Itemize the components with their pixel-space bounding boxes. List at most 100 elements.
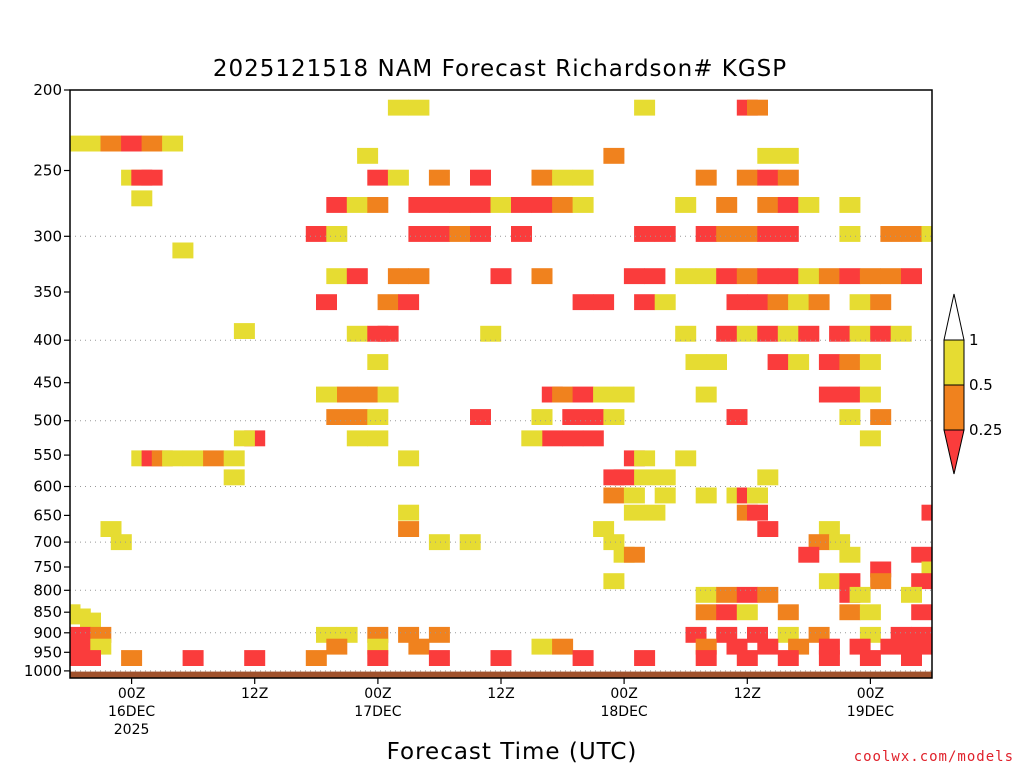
heatmap-cell [911,604,932,621]
heatmap-cell [870,409,892,425]
surface-band [70,671,932,678]
heatmap-cell [839,226,861,242]
legend-label: 0.25 [969,421,1002,439]
heatmap-cell [839,409,861,425]
heatmap-cell [305,650,327,666]
heatmap-cell [757,521,779,537]
heatmap-cell [346,430,368,447]
heatmap-cell [716,604,738,621]
credit-text: coolwx.com/models [854,749,1014,765]
heatmap-cell [398,521,420,537]
heatmap-cell [141,135,163,152]
heatmap-cell [593,294,615,311]
heatmap-cell [480,325,502,342]
heatmap-cell [911,546,932,563]
heatmap-cell [470,169,491,186]
x-tick-label: 16DEC [108,704,155,720]
heatmap-cell [634,294,656,311]
heatmap-cell [582,409,604,425]
heatmap-cell [695,169,717,186]
heatmap-cell [839,197,861,213]
heatmap-cell [490,268,512,285]
plot-frame [69,89,933,679]
surface-layer [70,671,932,678]
heatmap-cell [695,650,717,666]
y-tick-label: 850 [33,603,62,621]
y-tick-label: 800 [33,581,62,599]
heatmap-cell [736,586,758,603]
heatmap-cell [777,169,799,186]
heatmap-cell [70,135,81,152]
heatmap-cell [603,534,625,551]
x-tick-label: 00Z [857,686,884,702]
heatmap-cell [367,169,389,186]
heatmap-cells [70,99,932,666]
heatmap-cell [767,294,789,311]
heatmap-cell [470,197,491,213]
heatmap-cell [839,268,861,285]
heatmap-cell [870,325,892,342]
y-tick-label: 500 [33,412,62,430]
x-tick-label: 12Z [487,686,514,702]
heatmap-cell [326,268,348,285]
heatmap-cell [818,650,840,666]
heatmap-cell [326,409,348,425]
heatmap-cell [685,354,707,370]
heatmap-cell [367,650,389,666]
heatmap-cell [726,409,748,425]
heatmap-cell [870,573,892,590]
heatmap-cell [100,135,122,152]
heatmap-cell [839,573,861,590]
heatmap-cell [223,450,245,467]
heatmap-cell [572,169,594,186]
heatmap-cell [572,294,594,311]
heatmap-cell [387,99,409,116]
heatmap-cell [408,99,430,116]
heatmap-cell [921,226,932,242]
heatmap-cell [531,169,553,186]
heatmap-cell [203,450,225,467]
heatmap-cell [511,197,532,213]
heatmap-cell [613,469,635,486]
heatmap-cell [428,169,450,186]
heatmap-cell [572,386,594,403]
heatmap-cell [777,197,799,213]
heatmap-cell [757,169,779,186]
heatmap-cell [777,604,799,621]
heatmap-cell [634,469,656,486]
y-tick-label: 600 [33,478,62,496]
heatmap-cell [603,487,625,504]
heatmap-cell [818,354,840,370]
heatmap-cell [552,386,574,403]
heatmap-cell [346,409,368,425]
y-tick-label: 650 [33,506,62,524]
y-tick-label: 750 [33,558,62,576]
heatmap-cell [757,147,779,164]
legend-swatch [943,339,965,386]
heatmap-cell [695,268,717,285]
heatmap-cell [901,226,922,242]
heatmap-cell [747,99,768,116]
heatmap-cell [716,586,738,603]
y-tick-label: 450 [33,374,62,392]
y-axis: 200 250 300 350 400 450 500 550 600 650 700 750 800 8… [24,81,70,680]
heatmap-cell [377,386,399,403]
heatmap-cell [326,226,348,242]
heatmap-cell [121,650,143,666]
heatmap-cell [162,135,184,152]
heatmap-cell [798,197,820,213]
heatmap-cell [675,450,697,467]
heatmap-cell [428,626,450,643]
heatmap-cell [849,325,871,342]
heatmap-cell [859,268,881,285]
heatmap-cell [777,147,799,164]
heatmap-cell [428,650,450,666]
heatmap-cell [849,586,871,603]
heatmap-cell [757,197,779,213]
heatmap-cell [808,534,830,551]
heatmap-cell [316,386,337,403]
legend-bottom-triangle [943,429,965,475]
heatmap-cell [695,487,717,504]
heatmap-cell [859,650,881,666]
heatmap-cell [377,325,399,342]
